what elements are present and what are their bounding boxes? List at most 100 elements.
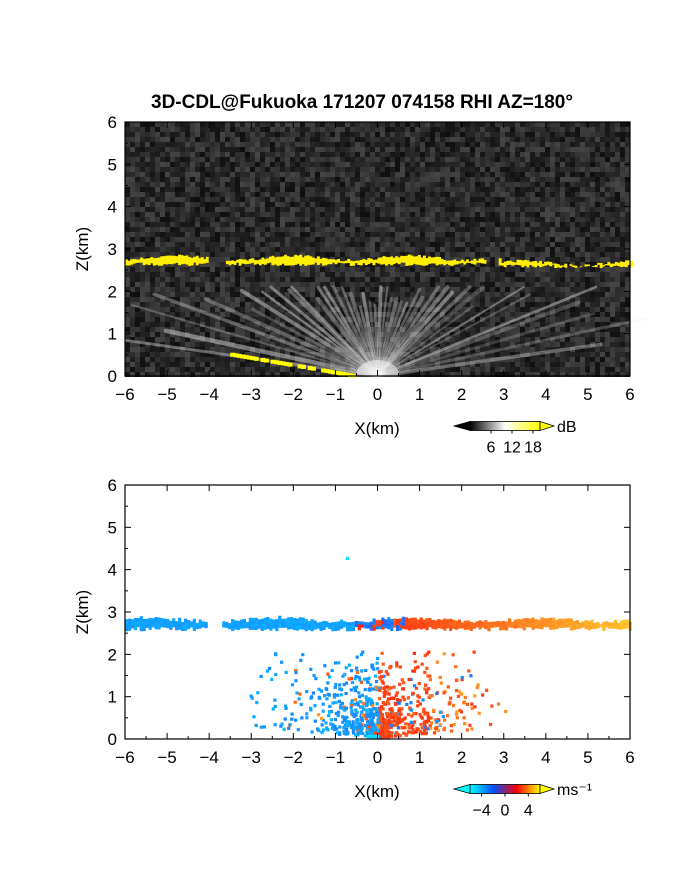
noise-cell [395,222,400,227]
noise-cell [290,302,295,307]
noise-cell [420,322,425,327]
noise-cell [435,207,440,212]
noise-cell [260,137,265,142]
noise-cell [200,197,205,202]
noise-cell [435,277,440,282]
noise-cell [140,187,145,192]
noise-cell [480,327,485,332]
noise-cell [305,212,310,217]
noise-cell [220,142,225,147]
noise-cell [495,222,500,227]
noise-cell [170,337,175,342]
noise-cell [490,162,495,167]
noise-cell [275,222,280,227]
noise-cell [560,207,565,212]
noise-cell [455,187,460,192]
noise-cell [410,167,415,172]
noise-cell [440,317,445,322]
noise-cell [470,237,475,242]
noise-cell [180,347,185,352]
noise-cell [240,182,245,187]
noise-cell [260,327,265,332]
figure-title: 3D-CDL@Fukuoka 171207 074158 RHI AZ=180° [151,92,573,113]
noise-cell [430,312,435,317]
noise-cell [620,207,625,212]
noise-cell [595,317,600,322]
noise-cell [190,227,195,232]
noise-cell [450,152,455,157]
noise-cell [140,282,145,287]
noise-cell [210,252,215,257]
noise-cell [235,257,240,262]
noise-cell [175,242,180,247]
noise-cell [495,362,500,367]
noise-cell [585,192,590,197]
noise-cell [270,147,275,152]
noise-cell [130,242,135,247]
noise-cell [165,332,170,337]
noise-cell [285,147,290,152]
noise-cell [130,172,135,177]
noise-cell [210,367,215,372]
noise-cell [555,272,560,277]
noise-cell [240,307,245,312]
noise-cell [315,337,320,342]
noise-cell [445,182,450,187]
noise-cell [505,267,510,272]
noise-cell [215,152,220,157]
noise-cell [585,352,590,357]
noise-cell [585,222,590,227]
noise-cell [230,287,235,292]
noise-cell [285,317,290,322]
noise-cell [345,232,350,237]
noise-cell [485,287,490,292]
noise-cell [470,167,475,172]
noise-cell [425,182,430,187]
noise-cell [150,167,155,172]
noise-cell [170,137,175,142]
noise-cell [530,342,535,347]
noise-cell [570,232,575,237]
noise-cell [490,217,495,222]
noise-cell [530,142,535,147]
noise-cell [210,172,215,177]
noise-cell [200,132,205,137]
noise-cell [620,152,625,157]
noise-cell [500,332,505,337]
noise-cell [485,212,490,217]
noise-cell [140,302,145,307]
noise-cell [615,197,620,202]
noise-cell [280,272,285,277]
noise-cell [275,287,280,292]
noise-cell [530,162,535,167]
noise-cell [460,312,465,317]
noise-cell [215,142,220,147]
noise-cell [315,187,320,192]
noise-cell [600,232,605,237]
noise-cell [175,162,180,167]
noise-cell [615,292,620,297]
noise-cell [355,252,360,257]
noise-cell [540,137,545,142]
noise-cell [535,252,540,257]
noise-cell [530,212,535,217]
noise-cell [570,357,575,362]
noise-cell [550,187,555,192]
noise-cell [460,187,465,192]
noise-cell [380,337,385,342]
noise-cell [140,322,145,327]
noise-cell [425,312,430,317]
noise-cell [195,357,200,362]
noise-cell [130,337,135,342]
noise-cell [560,152,565,157]
noise-cell [150,307,155,312]
noise-cell [585,337,590,342]
noise-cell [290,172,295,177]
noise-cell [600,327,605,332]
noise-cell [400,342,405,347]
noise-cell [190,252,195,257]
noise-cell [620,322,625,327]
noise-cell [185,332,190,337]
noise-cell [490,277,495,282]
noise-cell [595,297,600,302]
